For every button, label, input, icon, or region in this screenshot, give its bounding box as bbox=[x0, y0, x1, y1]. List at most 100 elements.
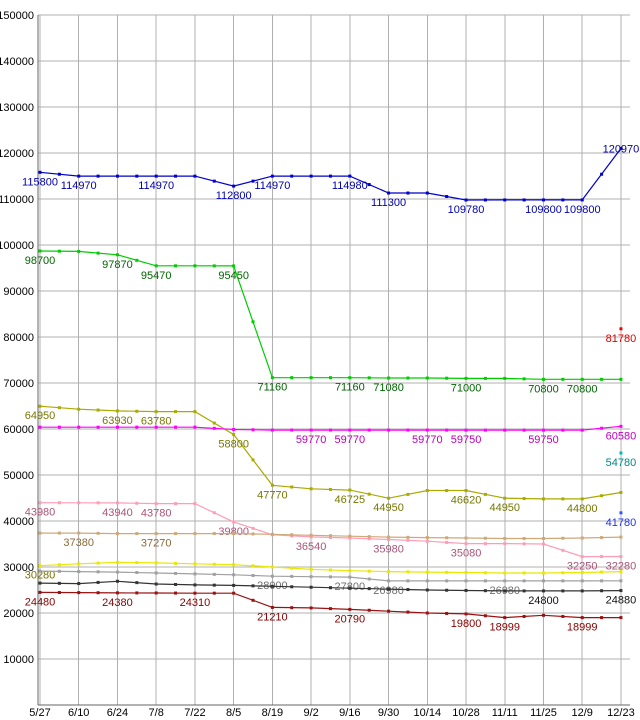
data-label-pink-35080: 35080 bbox=[451, 548, 482, 560]
data-label-magenta-59770: 59770 bbox=[412, 434, 443, 446]
svg-text:10000: 10000 bbox=[3, 654, 34, 666]
data-label-green-70800: 70800 bbox=[528, 383, 559, 395]
data-label-blue-109800: 109800 bbox=[564, 204, 601, 216]
data-label-blue-114970: 114970 bbox=[254, 180, 290, 192]
svg-text:7/8: 7/8 bbox=[149, 707, 164, 719]
data-label-black-24880: 24880 bbox=[606, 595, 637, 607]
data-label-olive-63780: 63780 bbox=[141, 416, 172, 428]
series-yellow: 30280 bbox=[25, 560, 623, 582]
data-label-olive-47770: 47770 bbox=[257, 489, 288, 501]
svg-text:80000: 80000 bbox=[3, 332, 34, 344]
series-tan: 37380 37270 bbox=[38, 531, 623, 550]
svg-text:130000: 130000 bbox=[0, 102, 34, 114]
data-label-pink-43780: 43780 bbox=[141, 508, 172, 520]
svg-text:90000: 90000 bbox=[3, 286, 34, 298]
data-label-darkred-18999: 18999 bbox=[567, 622, 598, 634]
svg-text:12/23: 12/23 bbox=[607, 707, 635, 719]
svg-text:40000: 40000 bbox=[3, 516, 34, 528]
svg-text:10/14: 10/14 bbox=[414, 707, 442, 719]
svg-text:50000: 50000 bbox=[3, 470, 34, 482]
data-label-green-71160: 71160 bbox=[257, 382, 287, 394]
data-label-tan-37270: 37270 bbox=[141, 538, 172, 550]
data-label-yellow-30280: 30280 bbox=[25, 570, 56, 582]
svg-text:8/19: 8/19 bbox=[262, 707, 283, 719]
data-label-darkred-24310: 24310 bbox=[180, 597, 211, 609]
svg-text:140000: 140000 bbox=[0, 56, 34, 68]
svg-text:6/24: 6/24 bbox=[107, 707, 128, 719]
data-label-pink-36540: 36540 bbox=[296, 541, 327, 553]
data-label-green-98700: 98700 bbox=[25, 255, 56, 267]
data-label-magenta-59750: 59750 bbox=[451, 434, 482, 446]
data-label-pink-32280: 32280 bbox=[606, 561, 637, 573]
svg-text:7/22: 7/22 bbox=[184, 707, 205, 719]
svg-text:120000: 120000 bbox=[0, 148, 34, 160]
svg-text:100000: 100000 bbox=[0, 240, 34, 252]
svg-text:11/11: 11/11 bbox=[492, 707, 518, 719]
series-pink: 43980 43940 43780 39800 36540 35980 35080 32250… bbox=[25, 501, 637, 573]
series-black: 24800 24880 bbox=[38, 579, 637, 607]
data-label-pink-43980: 43980 bbox=[25, 507, 56, 519]
series-darkred: 24480 24380 24310 21210 20790 19800 18999 18999 bbox=[25, 590, 623, 634]
svg-text:70000: 70000 bbox=[3, 378, 34, 390]
data-label-blue-114980: 114980 bbox=[332, 180, 368, 192]
svg-text:12/9: 12/9 bbox=[572, 707, 593, 719]
data-label-green-95470: 95470 bbox=[141, 270, 172, 282]
data-label-darkred-24380: 24380 bbox=[102, 597, 133, 609]
series-cyan: 54780 bbox=[606, 451, 636, 469]
data-label-olive-44950: 44950 bbox=[373, 502, 404, 514]
data-label-blue-120970: 120970 bbox=[603, 144, 640, 156]
data-label-magenta-60580: 60580 bbox=[606, 430, 637, 442]
data-label-red-81780: 81780 bbox=[606, 333, 637, 345]
data-label-blue-109800: 109800 bbox=[525, 204, 562, 216]
data-label-gray-26980: 26980 bbox=[373, 585, 404, 597]
data-label-olive-63930: 63930 bbox=[102, 415, 133, 427]
data-label-pink-43940: 43940 bbox=[102, 507, 133, 519]
svg-text:11/25: 11/25 bbox=[530, 707, 557, 719]
data-label-green-97870: 97870 bbox=[102, 259, 133, 271]
x-axis-labels: 5/27 6/10 6/24 7/8 7/22 8/5 8/19 9/2 9/16 9/30 10/… bbox=[29, 707, 634, 719]
data-label-darkred-24480: 24480 bbox=[25, 596, 56, 608]
svg-text:20000: 20000 bbox=[3, 608, 34, 620]
svg-text:9/30: 9/30 bbox=[378, 707, 399, 719]
data-label-olive-46620: 46620 bbox=[451, 495, 482, 507]
svg-text:110000: 110000 bbox=[0, 194, 34, 206]
data-label-pink-39800: 39800 bbox=[218, 526, 249, 538]
axes bbox=[37, 15, 630, 706]
series-magenta: 59770 59770 59770 59750 59750 60580 bbox=[38, 424, 637, 446]
data-label-magenta-59750: 59750 bbox=[528, 434, 559, 446]
series-olive: 64950 63930 63780 58800 47770 46725 44950 46620… bbox=[25, 404, 623, 515]
data-label-darkred-21210: 21210 bbox=[257, 611, 288, 623]
svg-text:9/2: 9/2 bbox=[303, 707, 318, 719]
svg-text:9/16: 9/16 bbox=[339, 707, 360, 719]
data-label-darkred-19800: 19800 bbox=[451, 618, 482, 630]
svg-text:30000: 30000 bbox=[3, 562, 34, 574]
data-label-blue-112800: 112800 bbox=[216, 190, 252, 202]
data-label-olive-44800: 44800 bbox=[567, 503, 598, 515]
data-label-black-24800: 24800 bbox=[528, 595, 559, 607]
data-label-tan-37380: 37380 bbox=[63, 537, 94, 549]
data-label-magenta-59770: 59770 bbox=[296, 434, 327, 446]
data-label-darkred-18999: 18999 bbox=[489, 622, 520, 634]
data-label-blue-115800: 115800 bbox=[22, 176, 58, 188]
series-green: 98700 97870 95470 95450 71160 71160 71080 71000… bbox=[25, 249, 623, 395]
data-label-blue-109780: 109780 bbox=[448, 204, 485, 216]
data-label-green-71080: 71080 bbox=[373, 382, 404, 394]
data-label-green-71000: 71000 bbox=[451, 382, 482, 394]
data-label-pink-35980: 35980 bbox=[373, 543, 404, 555]
data-label-blue-111300: 111300 bbox=[371, 197, 406, 209]
svg-text:150000: 150000 bbox=[0, 10, 34, 22]
data-label-olive-58800: 58800 bbox=[218, 439, 249, 451]
data-label-olive-44950: 44950 bbox=[489, 502, 520, 514]
data-label-green-95450: 95450 bbox=[218, 270, 249, 282]
data-label-olive-46725: 46725 bbox=[335, 494, 366, 506]
svg-text:6/10: 6/10 bbox=[68, 707, 89, 719]
data-label-green-71160: 71160 bbox=[335, 382, 365, 394]
data-label-olive-64950: 64950 bbox=[25, 410, 56, 422]
y-axis-labels: 150000 140000 130000 120000 110000 100000 9000… bbox=[0, 10, 34, 666]
data-label-darkred-20790: 20790 bbox=[335, 613, 366, 625]
series-red: 81780 bbox=[606, 327, 637, 345]
